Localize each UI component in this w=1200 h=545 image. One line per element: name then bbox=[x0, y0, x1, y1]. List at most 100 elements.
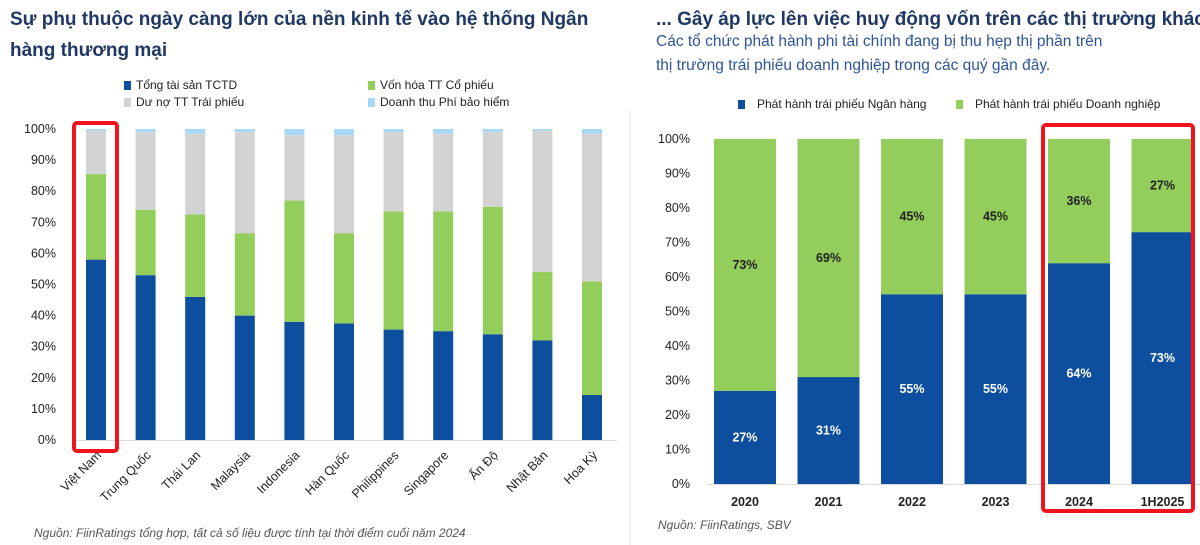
bar-segment bbox=[234, 129, 255, 133]
bar-segment bbox=[433, 133, 454, 212]
x-tick-label: Singapore bbox=[401, 448, 451, 498]
bar-segment bbox=[86, 130, 106, 175]
bar-segment bbox=[582, 281, 602, 395]
bar-segment bbox=[433, 331, 454, 440]
bar-segment bbox=[881, 294, 943, 484]
y-tick-label: 40% bbox=[31, 309, 56, 323]
data-label: 45% bbox=[899, 210, 924, 224]
bar-segment bbox=[1131, 139, 1194, 233]
right-subtitle-line1: Các tổ chức phát hành phi tài chính đang… bbox=[656, 33, 1103, 50]
legend-label: Tổng tài sản TCTD bbox=[136, 78, 238, 92]
bar-segment bbox=[582, 394, 602, 440]
x-tick-label: 1H2025 bbox=[1141, 495, 1185, 509]
bar-segment bbox=[582, 133, 602, 282]
data-label: 73% bbox=[732, 258, 757, 272]
bar-segment bbox=[185, 214, 206, 297]
x-tick-label: Indonesia bbox=[254, 448, 302, 496]
data-label: 36% bbox=[1066, 194, 1091, 208]
legend-item: Dư nợ TT Trái phiếu bbox=[124, 95, 244, 109]
bar-segment bbox=[482, 129, 503, 133]
bar-segment bbox=[135, 132, 156, 210]
y-tick-label: 30% bbox=[31, 340, 56, 354]
x-tick-label: 2021 bbox=[815, 495, 843, 509]
bar-segment bbox=[532, 272, 553, 341]
left-title: Sự phụ thuộc ngày càng lớn của nền kinh … bbox=[10, 9, 589, 61]
bar-segment bbox=[185, 129, 206, 134]
data-label: 55% bbox=[983, 382, 1008, 396]
x-tick-label: 2024 bbox=[1065, 495, 1093, 509]
bar-segment bbox=[532, 130, 553, 273]
bar-segment bbox=[135, 275, 156, 440]
bar-segment bbox=[881, 139, 943, 295]
bar-segment bbox=[284, 135, 305, 201]
y-tick-label: 60% bbox=[665, 270, 690, 284]
y-tick-label: 40% bbox=[665, 339, 690, 353]
x-tick-label: 2022 bbox=[898, 495, 926, 509]
y-tick-label: 10% bbox=[665, 443, 690, 457]
legend-label: Doanh thu Phí bảo hiểm bbox=[380, 95, 510, 109]
y-tick-label: 0% bbox=[672, 477, 690, 491]
data-label: 64% bbox=[1066, 367, 1091, 381]
bar-segment bbox=[234, 315, 255, 440]
bar-segment bbox=[334, 135, 354, 234]
y-tick-label: 50% bbox=[31, 278, 56, 292]
bar-segment bbox=[185, 133, 206, 215]
legend-label: Dư nợ TT Trái phiếu bbox=[136, 95, 245, 109]
bar-segment bbox=[383, 329, 404, 440]
data-label: 27% bbox=[1150, 179, 1175, 193]
data-label: 45% bbox=[983, 210, 1008, 224]
y-tick-label: 100% bbox=[24, 122, 56, 136]
bar-segment bbox=[86, 129, 106, 131]
bar-segment bbox=[234, 233, 255, 316]
data-label: 27% bbox=[732, 430, 757, 444]
y-tick-label: 70% bbox=[31, 215, 56, 229]
legend-label: Vốn hóa TT Cổ phiếu bbox=[380, 78, 494, 92]
right-subtitle-line2: thị trường trái phiếu doanh nghiệp trong… bbox=[656, 57, 1051, 74]
x-tick-label: Trung Quốc bbox=[97, 448, 153, 504]
legend-item: Doanh thu Phí bảo hiểm bbox=[368, 95, 509, 109]
y-tick-label: 80% bbox=[665, 201, 690, 215]
x-tick-label: 2020 bbox=[731, 495, 759, 509]
bar-segment bbox=[1131, 232, 1194, 484]
data-label: 73% bbox=[1150, 351, 1175, 365]
bar-segment bbox=[334, 323, 354, 440]
bar-segment bbox=[234, 132, 255, 234]
y-tick-label: 80% bbox=[31, 184, 56, 198]
bar-segment bbox=[482, 132, 503, 207]
bar-segment bbox=[797, 377, 860, 484]
x-tick-label: Hoa Kỳ bbox=[561, 448, 600, 487]
right-title: ... Gây áp lực lên việc huy động vốn trê… bbox=[656, 9, 1200, 30]
y-tick-label: 10% bbox=[31, 402, 56, 416]
y-tick-label: 30% bbox=[665, 374, 690, 388]
bar-segment bbox=[135, 209, 156, 276]
legend-label: Phát hành trái phiếu Doanh nghiệp bbox=[975, 97, 1161, 111]
legend-item: Vốn hóa TT Cổ phiếu bbox=[368, 78, 494, 92]
bar-segment bbox=[284, 200, 305, 322]
bar-segment bbox=[383, 211, 404, 330]
right-source: Nguồn: FiinRatings, SBV bbox=[658, 518, 791, 532]
bar-segment bbox=[1048, 139, 1110, 264]
y-tick-label: 90% bbox=[31, 153, 56, 167]
bar-segment bbox=[383, 129, 404, 133]
bar-segment bbox=[284, 129, 305, 136]
bar-segment bbox=[383, 132, 404, 212]
y-tick-label: 70% bbox=[665, 236, 690, 250]
legend-label: Phát hành trái phiếu Ngân hàng bbox=[757, 97, 927, 111]
bar-segment bbox=[482, 334, 503, 440]
bar-segment bbox=[185, 296, 206, 440]
bar-segment bbox=[714, 139, 776, 391]
highlight-box-2024-1h2025 bbox=[1041, 123, 1195, 513]
bar-segment bbox=[284, 321, 305, 440]
y-tick-label: 0% bbox=[38, 433, 56, 447]
bar-segment bbox=[135, 129, 156, 133]
bar-segment bbox=[797, 139, 860, 378]
x-tick-label: Philippines bbox=[349, 448, 402, 501]
bar-segment bbox=[334, 129, 354, 136]
left-source: Nguồn: FiinRatings tổng hợp, tất cả số l… bbox=[34, 526, 466, 540]
bar-segment bbox=[86, 259, 106, 440]
bar-segment bbox=[1048, 263, 1110, 484]
x-tick-label: Hàn Quốc bbox=[302, 448, 352, 498]
bar-segment bbox=[433, 211, 454, 332]
x-tick-label: Malaysia bbox=[208, 448, 253, 493]
